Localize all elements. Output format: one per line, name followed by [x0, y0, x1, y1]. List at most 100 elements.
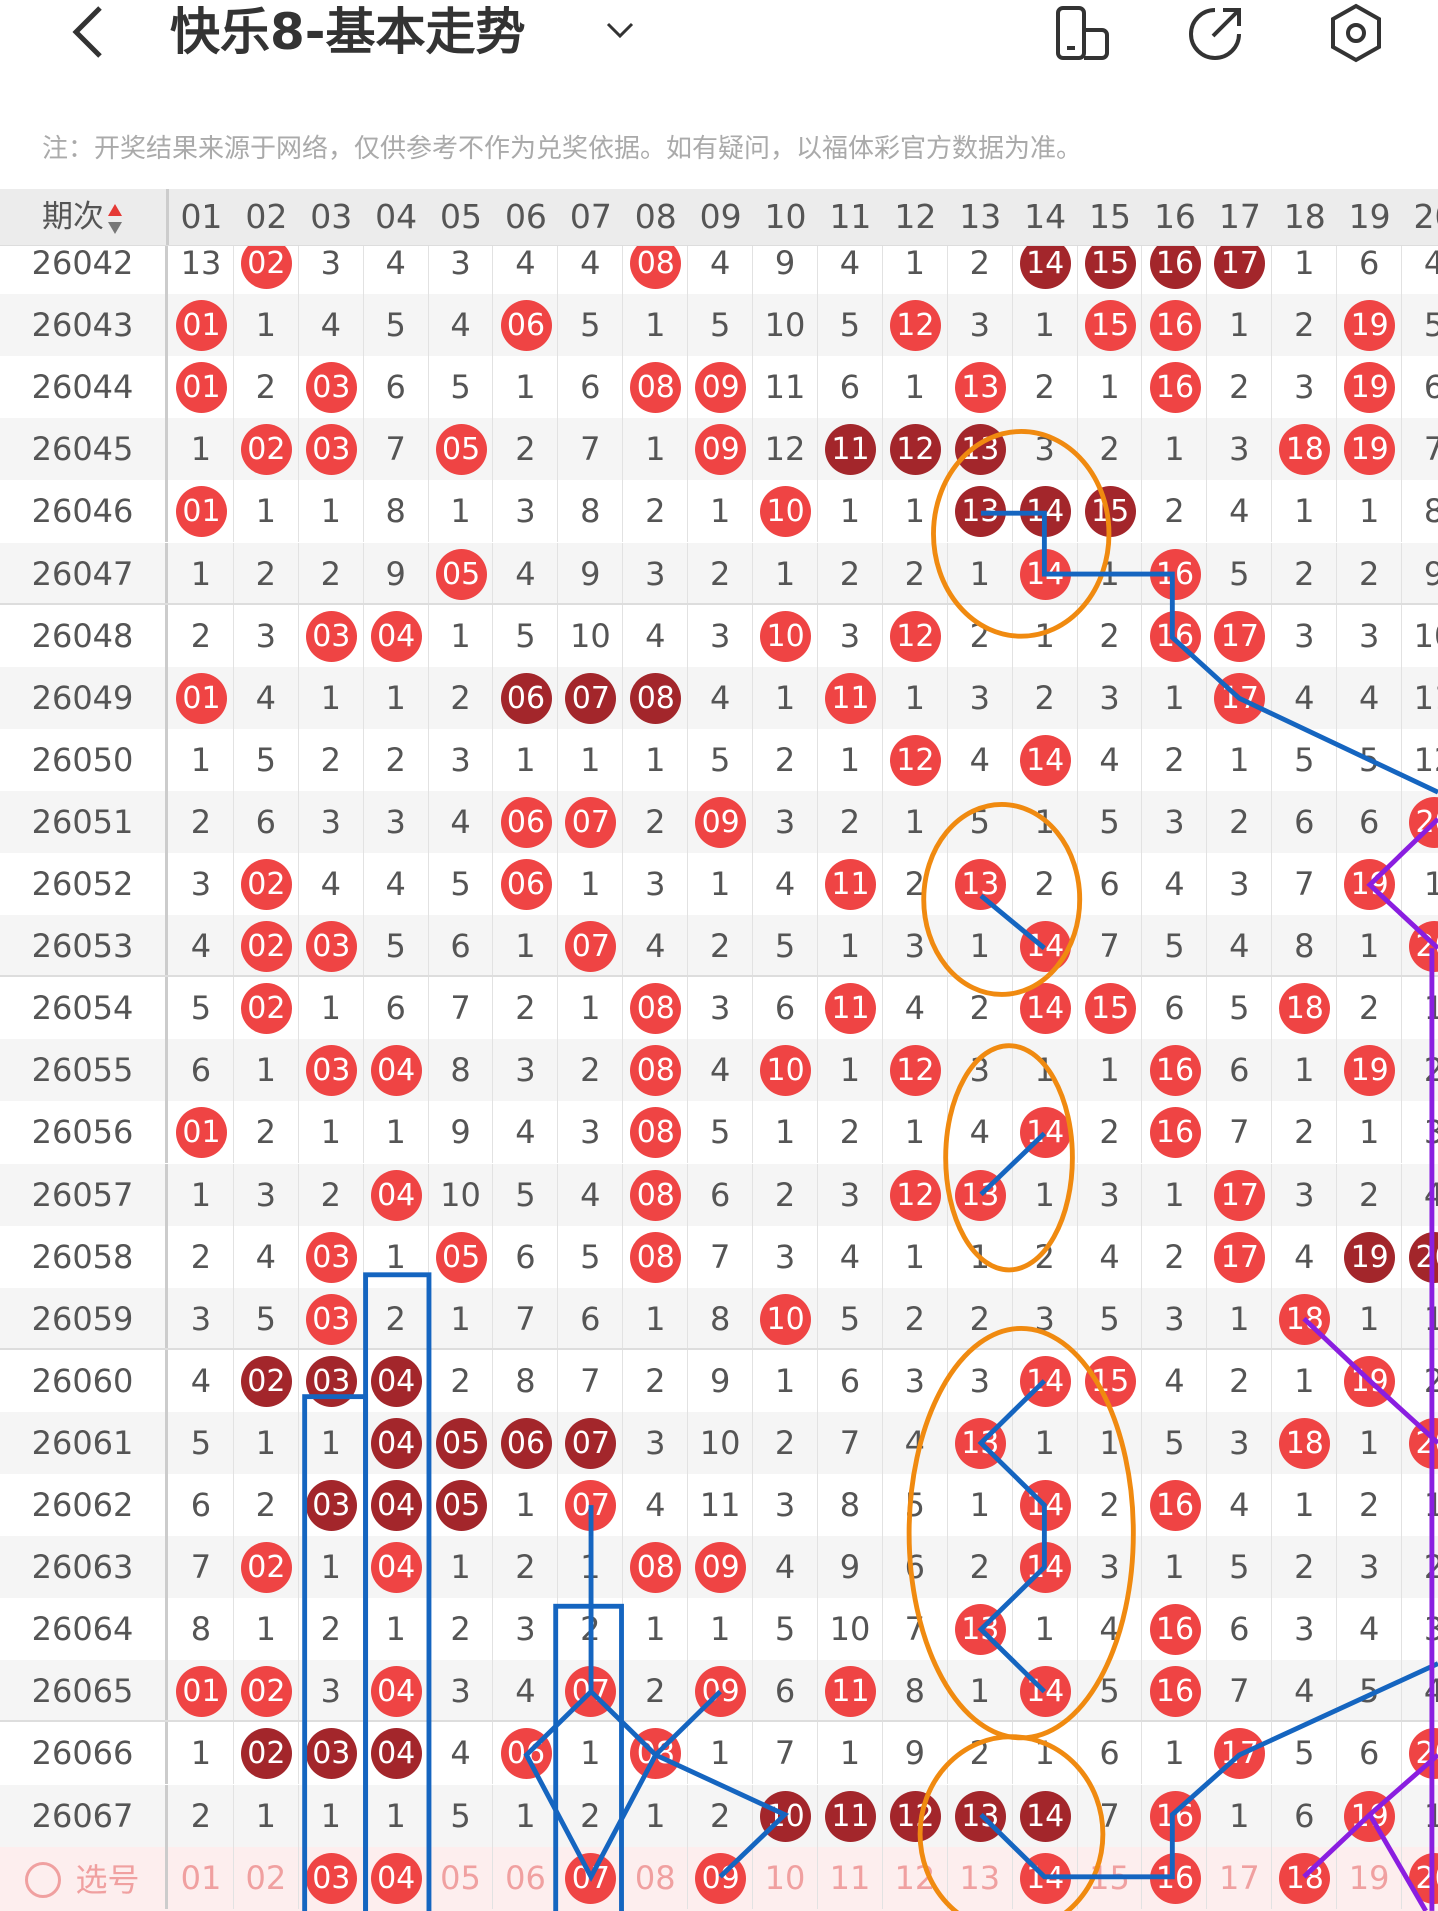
selected-ball[interactable]: 04 — [370, 1852, 422, 1904]
hit-cell: 15 — [1078, 977, 1143, 1040]
hit-ball: 01 — [176, 1666, 227, 1718]
select-number-07[interactable]: 07 — [558, 1846, 624, 1909]
column-header-04: 04 — [375, 197, 418, 236]
omission-cell: 6 — [1337, 790, 1403, 853]
selected-ball[interactable]: 03 — [305, 1852, 357, 1904]
chevron-down-icon[interactable] — [600, 10, 640, 50]
omission-cell: 2 — [688, 542, 754, 605]
column-header-05: 05 — [440, 197, 483, 236]
omission-cell: 1 — [883, 790, 948, 853]
hit-ball: 13 — [954, 486, 1006, 538]
selected-ball[interactable]: 14 — [1019, 1852, 1071, 1904]
omission-cell: 1 — [1013, 1598, 1078, 1661]
select-number-04[interactable]: 04 — [364, 1846, 429, 1909]
column-header-01: 01 — [180, 197, 223, 236]
omission-cell: 1 — [1402, 1474, 1438, 1536]
omission-cell: 4 — [558, 1163, 624, 1226]
period-cell: 26045 — [0, 418, 168, 481]
select-number-19[interactable]: 19 — [1337, 1846, 1403, 1909]
select-number-06[interactable]: 06 — [494, 1846, 559, 1909]
selected-ball[interactable]: 16 — [1149, 1852, 1201, 1904]
settings-icon[interactable] — [1325, 2, 1387, 64]
selected-ball[interactable]: 18 — [1279, 1852, 1331, 1904]
omission-cell: 1 — [1272, 480, 1338, 543]
omission-cell: 3 — [494, 1039, 559, 1102]
hit-ball: 14 — [1019, 734, 1071, 786]
omission-cell: 1 — [1337, 480, 1403, 543]
omission-cell: 5 — [169, 977, 234, 1040]
omission-cell: 3 — [1402, 1598, 1438, 1660]
omission-cell: 5 — [364, 294, 429, 357]
omission-cell: 2 — [1207, 790, 1273, 853]
select-number-18[interactable]: 18 — [1272, 1846, 1338, 1909]
hit-cell: 12 — [883, 1163, 948, 1226]
omission-cell: 3 — [753, 790, 818, 853]
omission-cell: 5 — [1143, 915, 1208, 978]
select-number-09[interactable]: 09 — [688, 1846, 754, 1909]
hit-cell: 10 — [753, 480, 818, 543]
omission-cell: 6 — [818, 356, 883, 419]
chevron-left-icon[interactable] — [62, 2, 122, 62]
omission-cell: 3 — [1013, 418, 1078, 481]
omission-cell: 1 — [299, 1536, 364, 1599]
omission-cell: 7 — [1078, 1784, 1143, 1847]
sort-icon[interactable] — [106, 201, 124, 237]
omission-cell: 6 — [1207, 1039, 1273, 1102]
omission-cell: 2 — [169, 1225, 234, 1288]
hit-cell: 19 — [1337, 294, 1403, 357]
omission-cell: 4 — [1207, 915, 1273, 978]
hit-ball: 12 — [889, 300, 941, 352]
select-number-20[interactable]: 20 — [1402, 1847, 1438, 1909]
hit-cell: 14 — [1013, 977, 1078, 1040]
omission-cell: 4 — [883, 977, 948, 1040]
omission-cell: 3 — [169, 853, 234, 915]
hit-cell: 17 — [1207, 1722, 1273, 1785]
table-row: 26051263340607209321515326620 — [0, 790, 1438, 853]
hit-ball: 10 — [760, 610, 812, 662]
select-toggle[interactable]: 选号 — [0, 1846, 168, 1909]
omission-cell: 1 — [688, 480, 754, 543]
omission-cell: 1 — [1337, 915, 1403, 978]
selected-ball[interactable]: 09 — [695, 1852, 747, 1904]
hit-cell: 16 — [1143, 1660, 1208, 1723]
select-number-12[interactable]: 12 — [883, 1846, 948, 1909]
hit-ball: 14 — [1019, 486, 1071, 538]
select-number-10[interactable]: 10 — [753, 1846, 818, 1909]
select-number-15[interactable]: 15 — [1078, 1846, 1143, 1909]
period-header[interactable]: 期次 — [0, 189, 166, 245]
radio-circle-icon[interactable] — [25, 1861, 62, 1898]
omission-cell: 2 — [1337, 977, 1403, 1040]
omission-cell: 2 — [623, 1349, 689, 1412]
select-number-17[interactable]: 17 — [1207, 1846, 1273, 1909]
select-number-02[interactable]: 02 — [234, 1846, 299, 1909]
select-number-01[interactable]: 01 — [169, 1846, 234, 1909]
hit-cell: 04 — [364, 1536, 429, 1599]
select-number-05[interactable]: 05 — [429, 1846, 494, 1909]
omission-cell: 7 — [169, 1536, 234, 1599]
select-number-14[interactable]: 14 — [1013, 1846, 1078, 1909]
select-number-03[interactable]: 03 — [299, 1846, 364, 1909]
omission-cell: 6 — [1078, 853, 1143, 915]
omission-cell: 2 — [429, 1598, 494, 1661]
hit-ball: 08 — [630, 1169, 682, 1221]
omission-cell: 10 — [753, 294, 818, 357]
select-number-11[interactable]: 11 — [818, 1846, 883, 1909]
period-cell: 26051 — [0, 790, 168, 853]
select-number-16[interactable]: 16 — [1143, 1846, 1208, 1909]
selected-ball[interactable]: 07 — [565, 1852, 617, 1904]
omission-cell: 3 — [429, 1660, 494, 1723]
hit-cell: 14 — [1013, 1536, 1078, 1599]
omission-cell: 1 — [883, 1225, 948, 1288]
phone-rotate-icon[interactable] — [1052, 2, 1114, 64]
omission-cell: 3 — [1078, 1163, 1143, 1226]
hit-cell: 02 — [234, 915, 299, 978]
table-row: 26067 2 1 1 1 5 1 2 1 2 10 11 12 13 14 7 16 1 6 19 1 — [0, 1784, 1438, 1847]
omission-cell: 6 — [1337, 232, 1403, 294]
select-number-13[interactable]: 13 — [948, 1846, 1013, 1909]
share-icon[interactable] — [1185, 2, 1247, 64]
select-number-08[interactable]: 08 — [623, 1846, 689, 1909]
omission-cell: 4 — [364, 853, 429, 915]
hit-cell: 18 — [1272, 1287, 1338, 1350]
omission-cell: 1 — [1013, 294, 1078, 357]
selected-ball[interactable]: 20 — [1409, 1852, 1438, 1904]
